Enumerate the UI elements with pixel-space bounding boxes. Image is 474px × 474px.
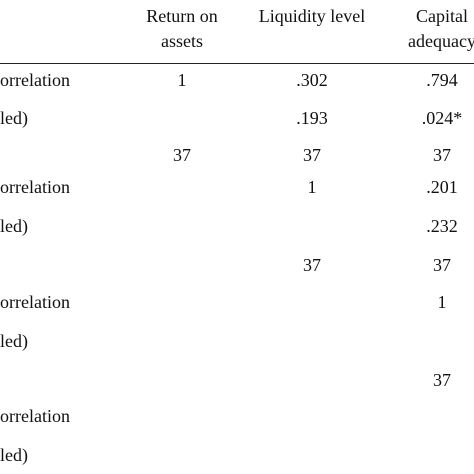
column-header: Return on assets (146, 6, 218, 51)
table-cell: 37 (433, 370, 451, 390)
table-cell: 1 (437, 292, 447, 312)
column-header: Capital adequacy (408, 6, 474, 51)
row-label: led) (0, 445, 28, 465)
table-cell: 37 (303, 145, 321, 165)
row-label: led) (0, 216, 28, 236)
row-label: orrelation (0, 177, 70, 197)
table-cell: 1 (307, 177, 317, 197)
row-label: led) (0, 108, 28, 128)
row-label: orrelation (0, 70, 70, 90)
row-label: orrelation (0, 292, 70, 312)
table-cell: .794 (426, 70, 458, 90)
table-cell: 37 (433, 145, 451, 165)
table-cell: 37 (433, 255, 451, 275)
header-rule (0, 63, 474, 64)
table-cell: .024* (421, 108, 463, 128)
row-label: orrelation (0, 406, 70, 426)
table-cell: 37 (303, 255, 321, 275)
table-cell: 37 (173, 145, 191, 165)
table-cell: 1 (177, 70, 187, 90)
table-cell: .193 (296, 108, 328, 128)
table-cell: .201 (426, 177, 458, 197)
table-cell: .232 (426, 216, 458, 236)
table-cell: .302 (296, 70, 328, 90)
column-header: Liquidity level (258, 6, 366, 26)
row-label: led) (0, 331, 28, 351)
